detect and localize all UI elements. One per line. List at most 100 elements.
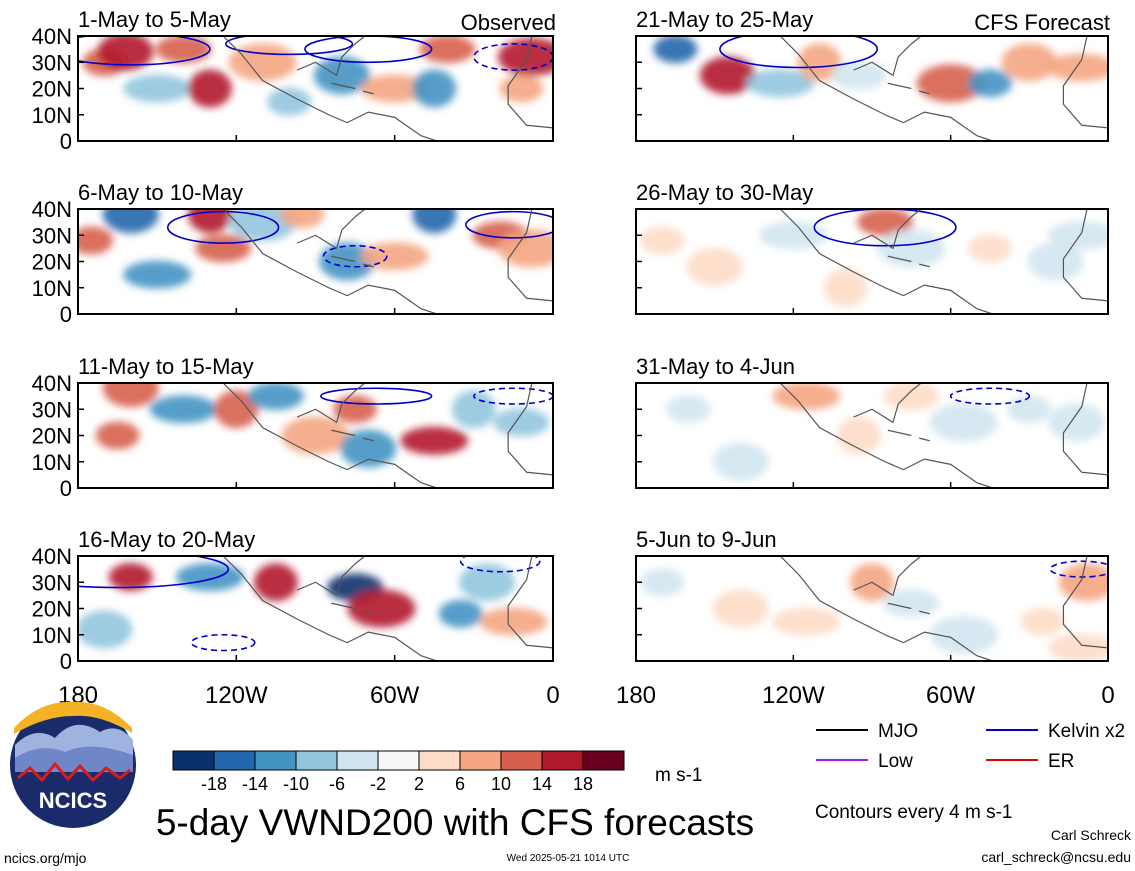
y-tick-label: 20N: [32, 424, 72, 449]
coastline: [222, 36, 553, 141]
colorbar-swatch: [336, 750, 379, 771]
colorbar-tick-label: 2: [414, 774, 424, 794]
colorbar-tick-label: 6: [455, 774, 465, 794]
anomaly-blob: [479, 607, 548, 636]
panel-title: 11-May to 15-May: [78, 354, 254, 379]
anomaly-blob: [78, 226, 114, 255]
panel-title: 5-Jun to 9-Jun: [636, 527, 777, 552]
anomaly-blob: [149, 395, 218, 424]
anomaly-blob: [772, 607, 841, 636]
observed-label: Observed: [461, 10, 556, 35]
colorbar-tick-label: -10: [283, 774, 309, 794]
footer-email: carl_schreck@ncsu.edu: [981, 849, 1131, 865]
anomaly-field: [78, 36, 553, 141]
footer-author: Carl Schreck: [1051, 827, 1132, 843]
anomaly-blob: [640, 226, 685, 255]
anomaly-blob: [797, 43, 842, 82]
legend-label: MJO: [878, 721, 918, 742]
footer-timestamp: Wed 2025-05-21 1014 UTC: [507, 853, 630, 864]
coastline: [779, 383, 1108, 488]
panel-6: 26-May to 30-May: [635, 180, 1109, 315]
kelvin-contour: [459, 556, 541, 573]
panel-title: 6-May to 10-May: [78, 180, 243, 205]
anomaly-blob: [640, 568, 685, 597]
main-title: 5-day VWND200 with CFS forecasts: [156, 802, 754, 843]
panel-title: 31-May to 4-Jun: [636, 354, 795, 379]
anomaly-blob: [1048, 403, 1105, 442]
anomaly-blob: [772, 383, 841, 411]
panel-title: 26-May to 30-May: [636, 180, 813, 205]
anomaly-blob: [1007, 395, 1052, 424]
islands: [887, 255, 930, 268]
islands: [331, 82, 374, 95]
anomaly-blob: [333, 395, 378, 424]
legend-label: Kelvin x2: [1048, 721, 1125, 742]
x-tick-label: 0: [546, 682, 559, 709]
x-tick-label: 60W: [926, 682, 976, 709]
anomaly-field: [666, 383, 1108, 488]
anomaly-blob: [347, 589, 416, 628]
kelvin-contour: [473, 43, 553, 71]
anomaly-field: [78, 209, 553, 314]
colorbar-tick-label: -2: [370, 774, 386, 794]
y-tick-label: 20N: [32, 597, 72, 622]
panel-title: 16-May to 20-May: [78, 527, 255, 552]
x-tick-label: 180: [616, 682, 656, 709]
anomaly-blob: [280, 209, 325, 229]
colorbar-swatch: [172, 750, 215, 771]
anomaly-blob: [1020, 607, 1065, 636]
colorbar: -18 -14 -10 -6 -2 2 6 10 14 18: [172, 750, 625, 794]
y-tick-label: 40N: [32, 371, 72, 396]
anomaly-blob: [214, 390, 259, 429]
islands: [887, 429, 930, 442]
islands: [331, 602, 374, 615]
legend-label: Low: [878, 751, 913, 772]
anomaly-blob: [340, 429, 397, 468]
anomaly-blob: [759, 221, 828, 250]
colorbar-swatch: [541, 750, 584, 771]
anomaly-blob: [319, 242, 376, 281]
y-tick-label: 30N: [32, 50, 72, 75]
y-tick-label: 10N: [32, 623, 72, 648]
colorbar-swatch: [377, 750, 420, 771]
anomaly-blob: [823, 268, 868, 307]
kelvin-contour: [78, 36, 211, 66]
panel-title: 1-May to 5-May: [78, 7, 231, 32]
y-tick-label: 10N: [32, 276, 72, 301]
anomaly-field: [653, 36, 1108, 141]
anomaly-blob: [499, 74, 544, 103]
anomaly-blob: [666, 395, 711, 424]
anomaly-blob: [929, 615, 998, 654]
anomaly-blob: [155, 36, 212, 64]
anomaly-blob: [712, 442, 769, 481]
y-tick-label: 0: [60, 649, 72, 674]
colorbar-tick-label: 10: [491, 774, 511, 794]
coastline: [779, 36, 1108, 141]
anomaly-blob: [877, 229, 946, 268]
coastline: [222, 383, 553, 488]
anomaly-blob: [123, 74, 192, 103]
y-tick-label: 10N: [32, 103, 72, 128]
anomaly-blob: [228, 43, 297, 82]
ncics-logo: NCICS: [10, 701, 136, 828]
colorbar-tick-label: 18: [573, 774, 593, 794]
kelvin-contour: [304, 36, 433, 64]
kelvin-contour: [78, 556, 230, 589]
anomaly-blob: [102, 209, 159, 234]
anomaly-blob: [267, 87, 312, 116]
y-tick-label: 0: [60, 129, 72, 154]
colorbar-tick-label: -14: [242, 774, 268, 794]
coastline: [222, 556, 553, 661]
kelvin-contour: [949, 387, 1031, 405]
anomaly-blob: [497, 38, 553, 76]
kelvin-contour: [719, 36, 879, 69]
anomaly-blob: [400, 426, 469, 455]
anomaly-blob: [78, 610, 133, 649]
kelvin-contour: [166, 210, 280, 244]
anomaly-blob: [97, 36, 154, 71]
contour-legend: MJO Kelvin x2 Low ER: [816, 721, 1125, 772]
kelvin-contour: [190, 633, 256, 652]
y-tick-label: 30N: [32, 223, 72, 248]
